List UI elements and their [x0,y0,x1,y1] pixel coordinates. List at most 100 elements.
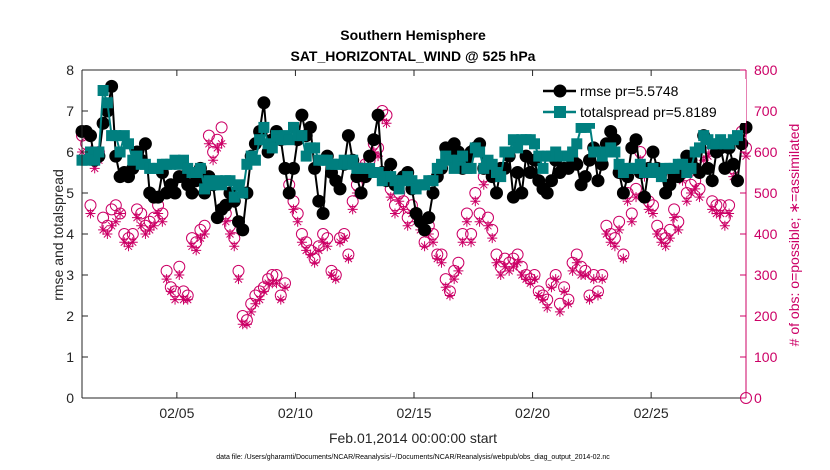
totalspread-point [427,175,439,187]
obs-assimilated-point [322,241,333,252]
obs-assimilated-point [165,286,176,297]
obs-assimilated-point [440,282,451,293]
y-tick-label-right: 400 [754,226,778,242]
obs-assimilated-point [686,188,697,198]
obs-assimilated-point [161,274,172,285]
obs-assimilated-point [144,224,155,235]
obs-assimilated-point [136,220,147,231]
obs-assimilated-point [216,138,227,149]
y-axis-label-right: # of obs: o=possible; ∗=assimilated [786,124,802,347]
y-tick-label-left: 2 [66,308,74,324]
obs-assimilated-point [110,216,121,227]
totalspread-point [224,175,236,187]
totalspread-point [194,162,206,174]
obs-assimilated-point [106,220,117,231]
totalspread-point [732,130,743,142]
obs-assimilated-point [669,212,680,223]
obs-assimilated-point [470,196,481,207]
obs-assimilated-point [592,290,603,301]
obs-assimilated-point [182,294,193,305]
obs-assimilated-point [546,282,557,293]
obs-assimilated-point [474,216,485,227]
obs-assimilated-point [698,155,709,166]
obs-assimilated-point [343,253,354,264]
totalspread-point [101,97,113,109]
obs-assimilated-point [347,204,358,215]
rmse-point [422,211,436,225]
obs-assimilated-point [584,294,595,305]
legend-marker-totalspread [554,106,566,118]
obs-assimilated-point [504,265,515,276]
obs-assimilated-point [191,245,202,256]
legend-label-rmse: rmse pr=5.5748 [580,83,679,99]
obs-assimilated-point [148,220,159,231]
y-tick-label-right: 500 [754,185,778,201]
obs-assimilated-point [609,241,620,252]
totalspread-point [694,142,705,154]
totalspread-point [503,146,515,158]
obs-assimilated-point [381,118,392,129]
y-tick-label-left: 5 [66,185,74,201]
data-file-note: data file: /Users/gharamti/Documents/NCA… [216,454,610,461]
obs-assimilated-point [508,261,519,272]
y-tick-label-left: 0 [66,390,74,406]
rmse-point [515,186,529,200]
obs-assimilated-point [673,224,684,235]
rmse-point [578,170,592,184]
obs-assimilated-point [516,270,527,280]
totalspread-point [634,158,646,170]
totalspread-point [178,154,189,166]
obs-assimilated-point [622,196,633,207]
totalspread-point [567,146,579,158]
obs-assimilated-point [305,249,316,260]
x-tick-label: 02/20 [515,405,550,421]
totalspread-point [372,167,384,178]
obs-assimilated-point [521,274,532,285]
obs-assimilated-point [626,216,637,227]
obs-possible-point [114,207,127,220]
obs-assimilated-point [334,237,345,248]
obs-assimilated-point [702,151,713,162]
rmse-point [312,194,326,208]
obs-assimilated-point [203,138,214,149]
x-tick-label: 02/15 [396,405,431,421]
obs-assimilated-point [318,237,329,248]
rmse-point [354,186,368,200]
obs-assimilated-point [212,142,223,153]
totalspread-point [389,175,401,187]
rmse-point [384,157,398,171]
totalspread-point [685,162,697,174]
rmse-point [523,166,537,179]
totalspread-point [478,162,490,174]
totalspread-point [457,150,469,162]
totalspread-point [486,158,498,170]
totalspread-point [237,187,249,199]
obs-assimilated-point [457,237,468,248]
rmse-point [333,182,347,196]
obs-assimilated-point [444,290,455,301]
rmse-point [295,108,309,122]
legend: rmse pr=5.5748 totalspread pr=5.8189 [538,79,746,123]
rmse-point [168,186,182,200]
obs-assimilated-point [85,208,96,219]
obs-assimilated-point [707,204,718,215]
rmse-point [257,96,271,110]
rmse-point [726,157,740,171]
rmse-point [363,149,377,163]
obs-assimilated-point [258,286,269,297]
rmse-point [545,174,558,188]
totalspread-point [512,142,524,154]
totalspread-point [584,117,595,129]
y-tick-label-right: 300 [754,267,778,283]
totalspread-point [296,130,308,142]
obs-assimilated-point [288,204,299,215]
totalspread-point [609,146,621,158]
obs-assimilated-point [533,290,544,301]
obs-assimilated-point [542,302,553,313]
totalspread-point [80,154,92,166]
y-tick-label-right: 0 [754,390,762,406]
obs-assimilated-point [254,294,265,305]
obs-assimilated-point [131,212,142,223]
totalspread-point [228,191,240,203]
totalspread-point [85,146,96,158]
